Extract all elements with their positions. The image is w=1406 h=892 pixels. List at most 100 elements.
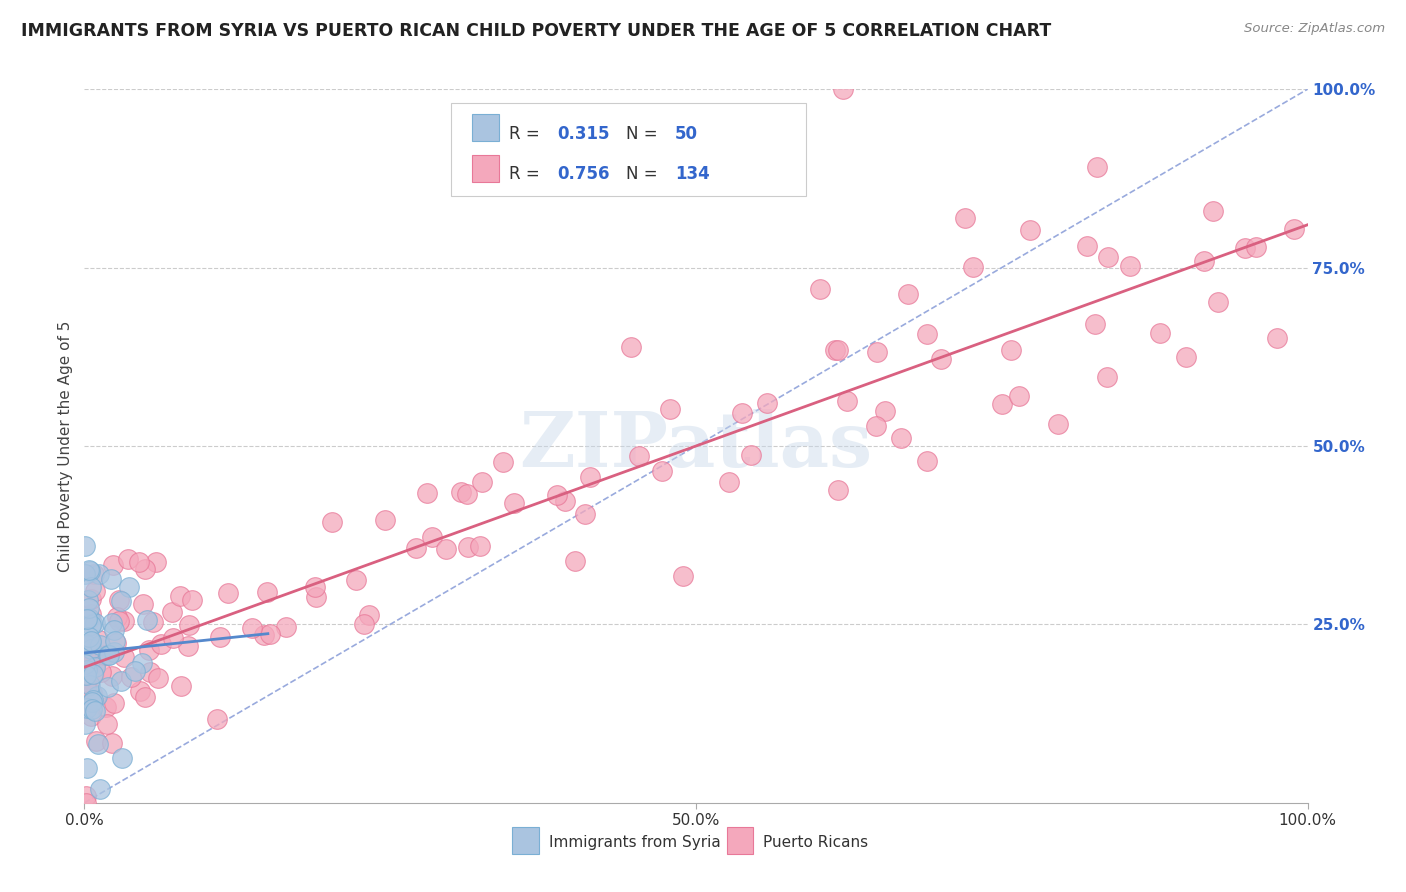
Point <box>117 552 139 566</box>
Text: ZIPatlas: ZIPatlas <box>519 409 873 483</box>
Point <box>101 668 124 682</box>
Point <box>890 431 912 445</box>
Point <box>129 684 152 698</box>
Point <box>135 614 157 628</box>
Point <box>79 636 101 650</box>
Point <box>162 605 184 619</box>
Point <box>75 680 97 694</box>
Point <box>76 663 98 677</box>
Point <box>253 628 276 642</box>
Point <box>118 580 141 594</box>
Point <box>547 488 569 502</box>
Point <box>75 796 97 810</box>
Point <box>492 454 515 468</box>
Point <box>82 693 104 707</box>
Point <box>80 642 103 657</box>
Point <box>717 475 740 490</box>
Point <box>100 572 122 586</box>
Point <box>177 640 200 654</box>
Point <box>76 639 98 653</box>
Point <box>79 612 101 626</box>
Point <box>120 670 142 684</box>
Point <box>897 286 920 301</box>
Point <box>124 664 146 678</box>
Point <box>1234 241 1257 255</box>
Point <box>747 139 769 153</box>
Point <box>84 734 107 748</box>
Point <box>79 563 101 577</box>
Point <box>620 340 643 354</box>
Point <box>831 82 853 96</box>
Point <box>304 580 326 594</box>
Point <box>162 632 184 646</box>
Point <box>672 568 695 582</box>
Point <box>134 690 156 704</box>
FancyBboxPatch shape <box>451 103 806 196</box>
Point <box>457 540 479 554</box>
Text: R =: R = <box>509 126 544 144</box>
Point <box>84 615 107 630</box>
Point <box>75 566 97 581</box>
Point <box>503 496 526 510</box>
FancyBboxPatch shape <box>472 114 499 141</box>
Point <box>97 648 120 662</box>
Point <box>84 704 107 718</box>
Point <box>1076 239 1098 253</box>
Point <box>97 680 120 694</box>
Point <box>82 685 104 699</box>
Point <box>104 634 127 648</box>
Point <box>132 597 155 611</box>
Point <box>658 402 681 417</box>
Point <box>865 418 887 433</box>
Point <box>76 612 98 626</box>
Point <box>915 454 938 468</box>
Point <box>75 657 97 671</box>
Point <box>105 610 128 624</box>
Point <box>104 636 127 650</box>
Point <box>84 659 107 673</box>
Point <box>1047 417 1070 431</box>
Point <box>554 494 576 508</box>
Point <box>564 554 586 568</box>
Point <box>103 624 125 638</box>
Point <box>471 475 494 490</box>
Point <box>98 648 121 663</box>
Point <box>75 539 97 553</box>
Point <box>205 712 228 726</box>
Point <box>359 607 381 622</box>
Point <box>824 343 846 357</box>
Point <box>128 556 150 570</box>
Point <box>80 615 103 630</box>
Point <box>145 555 167 569</box>
Point <box>75 644 97 658</box>
Point <box>875 404 897 418</box>
Point <box>259 627 281 641</box>
Point <box>75 674 97 689</box>
Point <box>827 483 849 498</box>
Point <box>1118 260 1140 274</box>
Point <box>96 717 118 731</box>
Point <box>100 736 122 750</box>
Point <box>111 751 134 765</box>
Point <box>305 590 328 604</box>
Point <box>73 657 96 671</box>
Point <box>83 567 105 582</box>
Point <box>79 697 101 711</box>
Point <box>89 638 111 652</box>
Point <box>1084 317 1107 331</box>
Point <box>962 260 984 274</box>
Point <box>112 649 135 664</box>
Text: N =: N = <box>626 126 664 144</box>
Point <box>574 507 596 521</box>
Point <box>915 327 938 342</box>
Point <box>80 580 103 594</box>
Point <box>138 665 160 680</box>
Y-axis label: Child Poverty Under the Age of 5: Child Poverty Under the Age of 5 <box>58 320 73 572</box>
Point <box>731 406 754 420</box>
Point <box>434 541 457 556</box>
Point <box>76 660 98 674</box>
Point <box>108 614 131 628</box>
Point <box>240 621 263 635</box>
Point <box>80 634 103 648</box>
Point <box>405 541 427 555</box>
